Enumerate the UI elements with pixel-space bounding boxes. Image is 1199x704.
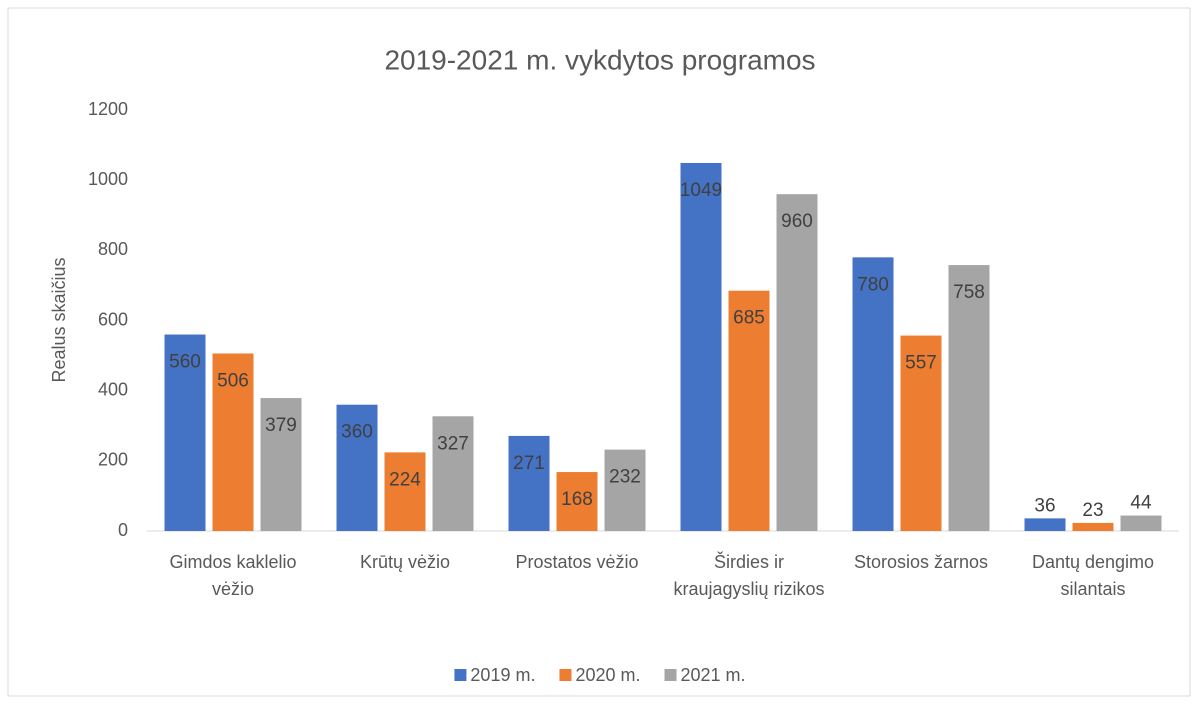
data-label: 168: [561, 489, 593, 510]
y-axis-label: Realus skaičius: [49, 257, 69, 382]
x-tick-label: Širdies ir kraujagyslių rizikos: [673, 551, 824, 599]
legend-swatch: [664, 669, 677, 681]
legend-label: 2021 m.: [681, 665, 746, 685]
data-label: 960: [781, 211, 813, 232]
x-tick-label: Krūtų vėžio: [360, 552, 450, 572]
bar: [432, 416, 474, 531]
y-tick-label: 1200: [88, 99, 128, 119]
legend-swatch: [559, 669, 572, 681]
x-tick-label: Storosios žarnos: [854, 552, 988, 572]
data-label: 557: [905, 353, 937, 374]
data-label: 224: [389, 469, 421, 490]
y-tick-label: 400: [98, 379, 128, 399]
data-label: 560: [169, 352, 201, 373]
x-tick-label: Gimdos kaklelio vėžio: [169, 552, 296, 599]
y-tick-label: 1000: [88, 169, 128, 189]
data-label: 758: [953, 282, 985, 303]
legend-label: 2020 m.: [575, 665, 640, 685]
bar: [728, 290, 770, 531]
data-label: 36: [1034, 495, 1055, 516]
data-label: 232: [609, 467, 641, 488]
x-tick-label: Dantų dengimo silantais: [1032, 552, 1154, 599]
data-label: 1049: [680, 180, 722, 201]
bar: [384, 452, 426, 531]
data-label: 360: [341, 422, 373, 443]
y-tick-label: 600: [98, 309, 128, 329]
data-label: 685: [733, 308, 765, 329]
bar: [680, 162, 722, 531]
bar: [852, 257, 894, 531]
bar: [900, 335, 942, 531]
y-tick-label: 200: [98, 450, 128, 470]
y-tick-label: 800: [98, 239, 128, 259]
bar: [948, 265, 990, 531]
legend-label: 2019 m.: [470, 665, 535, 685]
bar: [212, 353, 254, 531]
data-label: 44: [1130, 493, 1152, 514]
x-tick-label: Prostatos vėžio: [515, 552, 638, 572]
bar: [260, 398, 302, 531]
bar: [1024, 518, 1066, 531]
data-label: 780: [857, 274, 889, 295]
bar: [508, 435, 550, 531]
bar: [1072, 522, 1114, 531]
bar: [776, 194, 818, 531]
bar: [164, 334, 206, 531]
data-label: 379: [265, 415, 297, 436]
bar: [336, 404, 378, 531]
bar: [1120, 515, 1162, 531]
data-label: 23: [1082, 500, 1103, 521]
y-tick-label: 0: [118, 520, 128, 540]
data-label: 271: [513, 453, 545, 474]
data-label: 506: [217, 370, 249, 391]
chart-title: 2019-2021 m. vykdytos programos: [384, 44, 815, 75]
bar: [556, 472, 598, 531]
data-label: 327: [437, 433, 469, 454]
bar: [604, 449, 646, 531]
legend-swatch: [454, 669, 467, 681]
